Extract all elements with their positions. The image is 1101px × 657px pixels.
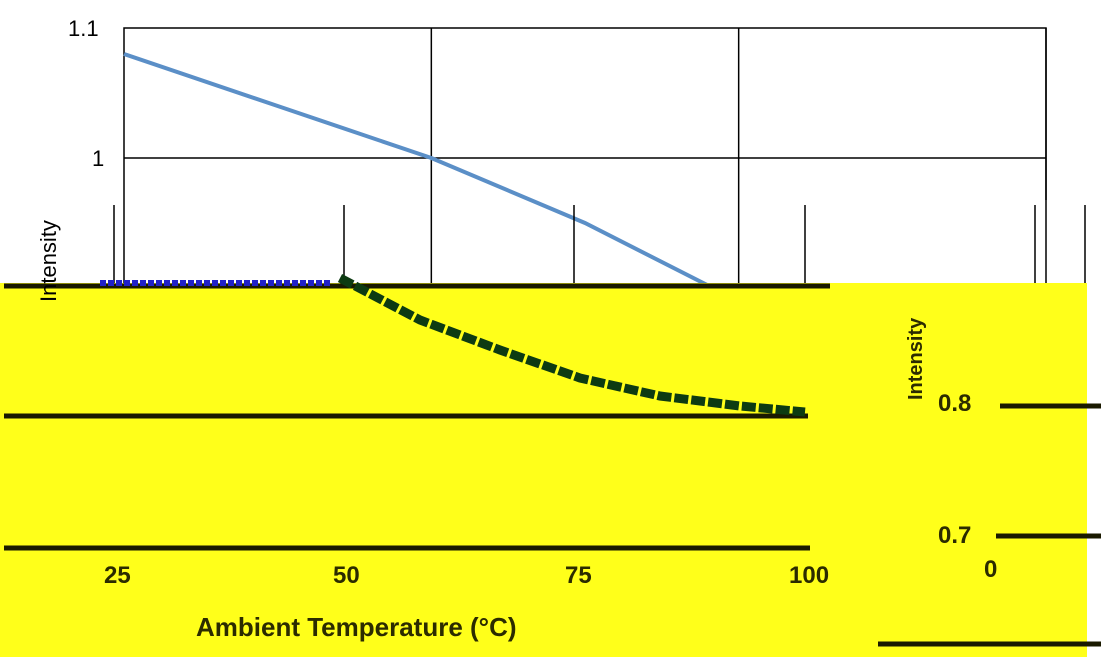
right-axis-title: Intensity	[905, 317, 927, 400]
highlight-band	[0, 283, 1087, 657]
x-tick-label: 100	[789, 562, 830, 589]
x-tick-label: 50	[333, 562, 360, 589]
right-x-tick-label: 0	[984, 556, 998, 583]
series-group	[123, 52, 708, 283]
right-y-tick-label: 0.7	[938, 522, 972, 549]
lower-series-line	[337, 274, 806, 417]
y-tick-label: 1.1	[68, 16, 99, 41]
lower-grid-lines	[4, 205, 1101, 647]
y-axis-title: Intensity	[36, 220, 61, 302]
x-tick-label: 75	[565, 562, 592, 589]
y-tick-label: 1	[92, 146, 105, 171]
x-tick-label: 25	[104, 562, 131, 589]
grid-lines	[124, 28, 1047, 283]
lower-series-group	[337, 274, 806, 417]
x-axis-title: Ambient Temperature (°C)	[196, 612, 517, 642]
right-y-tick-label: 0.8	[938, 390, 972, 417]
